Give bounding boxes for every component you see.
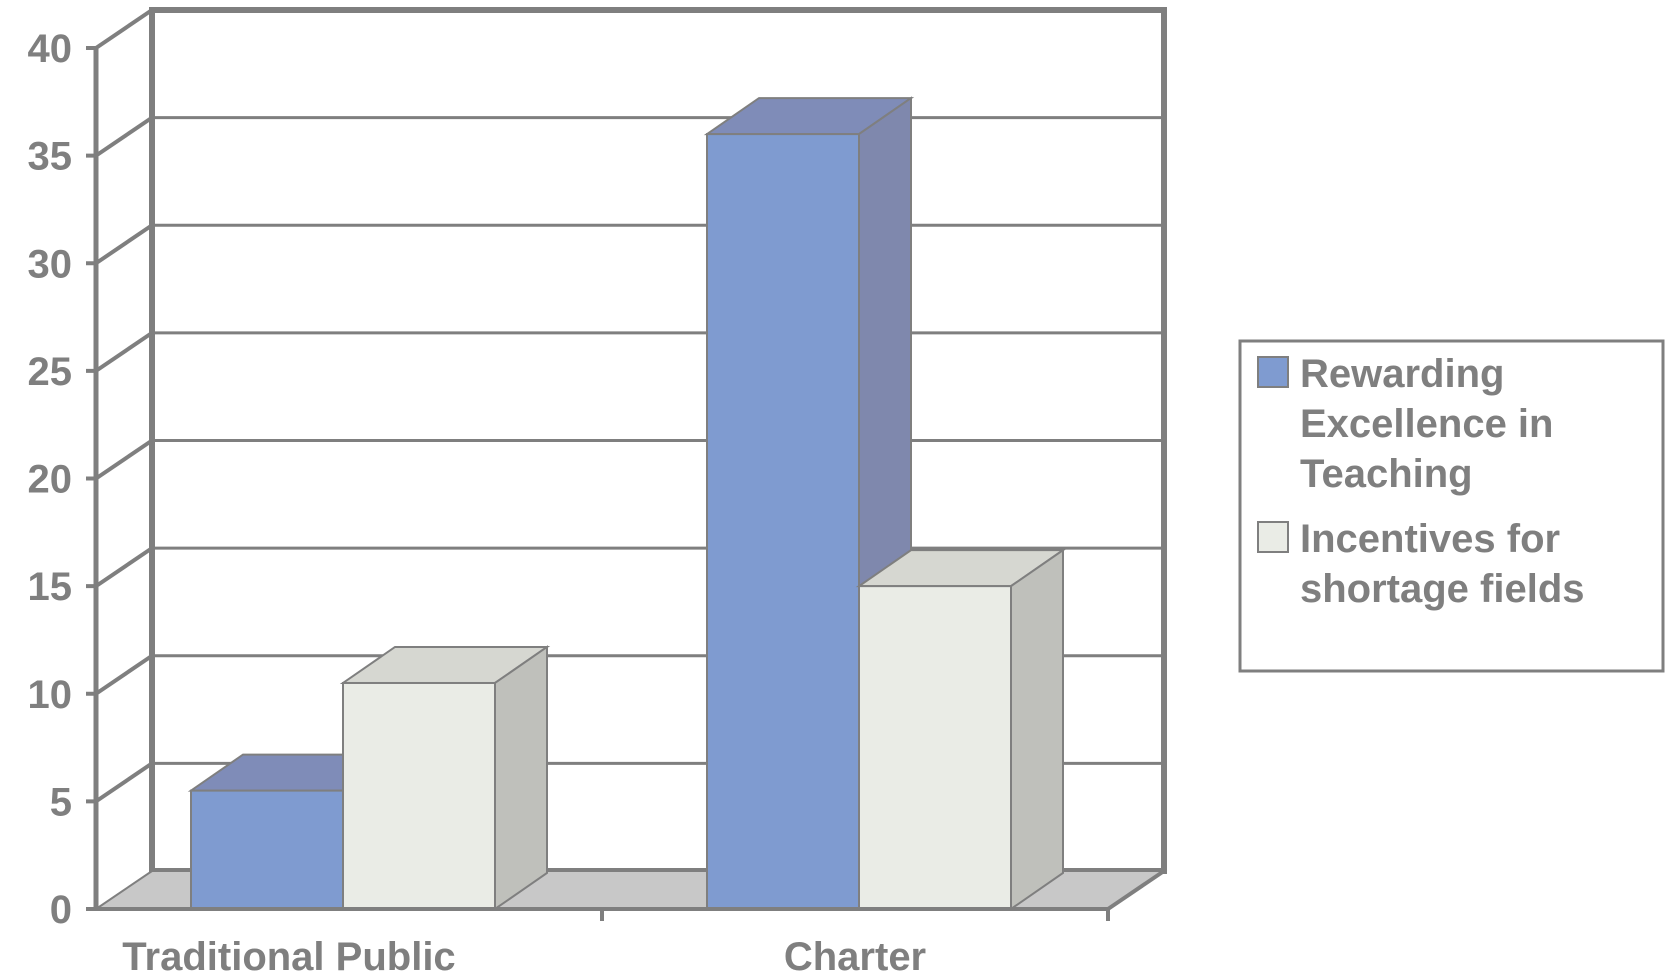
bar-2-1 <box>339 645 551 911</box>
legend-box <box>1238 339 1665 673</box>
bar-side-2-1 <box>494 645 548 911</box>
bar-2-2 <box>855 548 1067 911</box>
x-tick-label-1: Traditional Public <box>122 935 455 977</box>
y-tick-label-0: 0 <box>50 888 72 932</box>
y-tick-label-35: 35 <box>28 135 73 179</box>
y-tick-label-30: 30 <box>28 242 73 286</box>
legend-label-series-1-line-2: Excellence in <box>1300 402 1553 446</box>
legend-label-series-1: Rewarding Excellence in Teaching <box>1300 352 1565 496</box>
legend-swatch-series-1 <box>1257 356 1289 388</box>
gridline-slant-25 <box>94 331 154 373</box>
x-tick-label-2: Charter <box>784 935 926 977</box>
legend-swatch-series-2 <box>1257 521 1289 553</box>
y-tick-label-20: 20 <box>28 458 73 502</box>
y-tick-label-15: 15 <box>28 565 73 609</box>
legend-label-series-2: Incentives for shortage fields <box>1300 517 1585 611</box>
gridline-slant-10 <box>94 654 154 696</box>
gridline-slant-15 <box>94 546 154 588</box>
gridline-slant-20 <box>94 438 154 481</box>
y-tick-label-10: 10 <box>28 673 73 717</box>
y-tick-label-40: 40 <box>28 27 73 71</box>
bars <box>187 96 1067 911</box>
legend: Rewarding Excellence in Teaching Incenti… <box>1238 339 1665 673</box>
y-tick-label-5: 5 <box>50 780 72 824</box>
gridline-slant-40 <box>94 8 154 50</box>
bar-front-2-2 <box>858 585 1012 910</box>
x-tick-labels: Traditional Public Charter <box>96 869 1166 977</box>
bar-side-2-2 <box>1010 548 1064 911</box>
legend-label-series-1-line-1: Rewarding <box>1300 352 1504 396</box>
gridline-slant-30 <box>94 223 154 265</box>
gridline-slant-35 <box>94 115 154 158</box>
bar-front-1-2 <box>706 133 860 911</box>
legend-label-series-2-line-1: Incentives for <box>1300 517 1560 561</box>
bar-front-2-1 <box>342 681 496 910</box>
y-tick-labels: 0 5 10 15 20 25 30 35 40 <box>28 27 96 932</box>
x-axis-right-slant <box>1106 869 1166 911</box>
y-tick-label-25: 25 <box>28 350 73 394</box>
gridline-slant-5 <box>94 761 154 804</box>
legend-label-series-1-line-3: Teaching <box>1300 452 1473 496</box>
legend-label-series-2-line-2: shortage fields <box>1300 567 1585 611</box>
bar-front-1-1 <box>190 789 344 910</box>
